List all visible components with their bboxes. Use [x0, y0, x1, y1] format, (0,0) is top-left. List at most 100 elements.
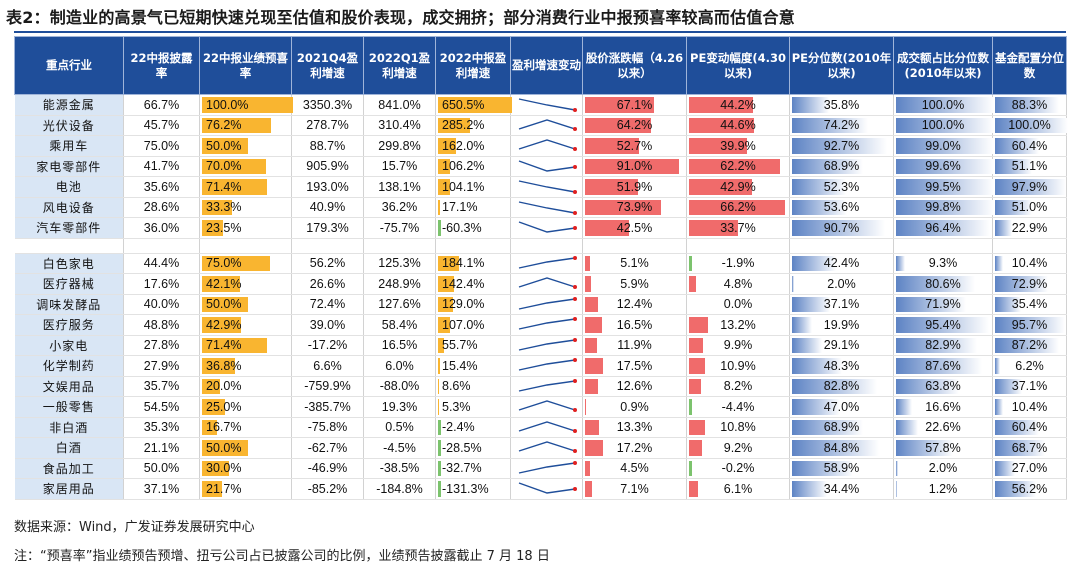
pe-change: -1.9% [686, 253, 790, 274]
trend-sparkline [518, 296, 577, 310]
trend-cell [510, 94, 583, 116]
pe-percentile: 68.9% [789, 417, 894, 438]
positive-rate-value: 50.0% [206, 440, 242, 455]
pe-percentile-bar [792, 460, 853, 476]
trend-endpoint [572, 190, 577, 195]
pe-percentile-bar [792, 255, 836, 271]
pe-percentile-value: 35.8% [823, 97, 860, 112]
positive-rate-value: 33.3% [206, 200, 242, 215]
volume-percentile-bar [896, 199, 994, 215]
volume-percentile-value: 100.0% [921, 118, 965, 133]
table-row: 白色家电 44.4% 75.0% 56.2% 125.3% 184.1% 5.1% -1.9%… [14, 253, 1067, 274]
fund-percentile-bar [995, 158, 1033, 174]
positive-rate-bar [202, 158, 266, 174]
volume-percentile-bar [896, 138, 994, 154]
growth-2022q1: 15.7% [363, 156, 436, 177]
pe-percentile-bar [792, 317, 813, 333]
pe-change-bar [689, 419, 705, 435]
fund-percentile-bar [995, 220, 1012, 236]
header-cell: 盈利增速变动 [510, 36, 583, 95]
pe-change: 42.9% [686, 176, 790, 198]
growth-2022h1: 15.4% [435, 355, 511, 377]
disclosure-rate: 21.1% [123, 437, 200, 459]
growth-2022h1-value: 8.6% [442, 379, 471, 394]
growth-2021q4: 72.4% [291, 294, 364, 315]
price-change-bar [585, 199, 662, 215]
industry-name: 家居用品 [14, 478, 124, 500]
price-change: 12.4% [582, 294, 687, 315]
pe-change: 0.0% [686, 294, 790, 315]
volume-percentile-value: 1.2% [928, 481, 958, 496]
volume-percentile-value: 63.8% [925, 379, 961, 394]
trend-cell [510, 396, 583, 418]
trend-endpoint [572, 285, 577, 290]
pe-percentile-value: 37.1% [823, 297, 860, 312]
price-change: 12.6% [582, 376, 687, 397]
table-row: 小家电 27.8% 71.4% -17.2% 16.5% 55.7% 11.9% 9.9% 29… [14, 335, 1067, 356]
pe-percentile-bar [792, 296, 831, 312]
pe-percentile-value: 68.9% [823, 159, 860, 174]
disclosure-rate: 75.0% [123, 135, 200, 157]
price-change-value: 12.6% [616, 379, 653, 394]
trend-line [518, 400, 575, 411]
pe-change: 4.8% [686, 273, 790, 295]
trend-sparkline [518, 421, 577, 433]
industry-name: 文娱用品 [14, 376, 124, 397]
price-change-bar [585, 440, 603, 456]
price-change-bar [585, 419, 599, 435]
trend-endpoint [572, 126, 577, 131]
fund-percentile-value: 60.4% [1011, 420, 1048, 435]
pe-change-value: 4.8% [723, 276, 753, 291]
fund-percentile: 95.7% [992, 314, 1067, 336]
price-change-bar [585, 337, 598, 353]
separator-cell [893, 238, 993, 254]
growth-2022h1-value: 285.2% [442, 118, 485, 133]
trend-sparkline [518, 160, 577, 172]
pe-change-value: 10.9% [720, 358, 756, 373]
price-change-bar [585, 255, 591, 271]
pe-percentile: 52.3% [789, 176, 894, 198]
price-change: 5.1% [582, 253, 687, 274]
industry-name: 光伏设备 [14, 115, 124, 136]
positive-rate-bar [202, 460, 230, 476]
trend-sparkline [518, 317, 577, 330]
pe-percentile-bar [792, 220, 886, 236]
fund-percentile-value: 56.2% [1011, 481, 1048, 496]
volume-percentile-bar [896, 481, 898, 497]
disclosure-rate: 50.0% [123, 458, 200, 479]
positive-rate-bar [202, 296, 248, 312]
pe-change-value: 0.0% [723, 297, 753, 312]
growth-2022h1-bar [438, 158, 451, 174]
trend-line [518, 318, 575, 330]
volume-percentile-bar [896, 440, 953, 456]
pe-change-value: 66.2% [720, 200, 756, 215]
positive-rate: 36.8% [199, 355, 292, 377]
pe-change-bar [689, 179, 752, 195]
pe-change-value: -0.2% [721, 461, 755, 476]
growth-2022h1-neg-bar [438, 220, 441, 236]
pe-percentile-value: 48.3% [823, 358, 860, 373]
fund-percentile-bar [995, 199, 1033, 215]
volume-percentile-bar [896, 158, 994, 174]
pe-percentile-bar [792, 179, 846, 195]
separator-cell [199, 238, 292, 254]
header-cell: 成交额占比分位数(2010年以来) [893, 36, 993, 95]
pe-change: 62.2% [686, 156, 790, 177]
trend-line [518, 221, 575, 233]
pe-percentile-value: 53.6% [823, 200, 860, 215]
fund-percentile-bar [995, 358, 1000, 374]
separator-cell [123, 238, 200, 254]
growth-2022h1: 5.3% [435, 396, 511, 418]
industry-name: 医疗器械 [14, 273, 124, 295]
growth-2022q1: 138.1% [363, 176, 436, 198]
positive-rate-value: 23.5% [206, 220, 242, 235]
positive-rate: 75.0% [199, 253, 292, 274]
table-row: 非白酒 35.3% 16.7% -75.8% 0.5% -2.4% 13.3% 10.8% 68… [14, 417, 1067, 438]
growth-2021q4: 193.0% [291, 176, 364, 198]
positive-rate-bar [202, 317, 242, 333]
price-change-bar [585, 158, 679, 174]
fund-percentile-value: 37.1% [1011, 379, 1048, 394]
fund-percentile: 100.0% [992, 115, 1068, 136]
disclosure-rate: 28.6% [123, 197, 200, 218]
trend-line [518, 339, 575, 351]
